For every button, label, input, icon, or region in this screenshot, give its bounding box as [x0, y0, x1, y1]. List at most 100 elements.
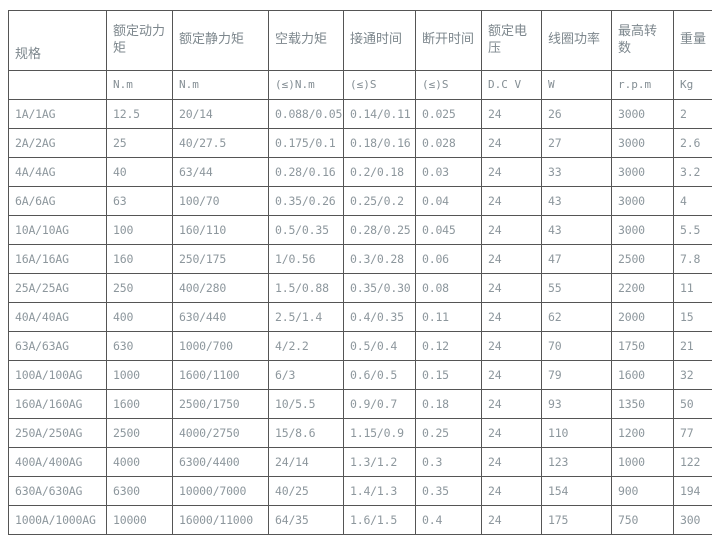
cell-rated-voltage: 24: [482, 332, 542, 361]
cell-release-time: 0.12: [416, 332, 482, 361]
cell-rated-static-torque: 630/440: [173, 303, 269, 332]
cell-release-time: 0.04: [416, 187, 482, 216]
cell-spec: 160A/160AG: [9, 390, 107, 419]
cell-weight: 2: [674, 100, 712, 129]
cell-coil-power: 47: [542, 245, 612, 274]
cell-max-speed: 1000: [612, 448, 674, 477]
cell-no-load-torque: 0.175/0.1: [269, 129, 344, 158]
cell-coil-power: 175: [542, 506, 612, 535]
cell-coil-power: 79: [542, 361, 612, 390]
cell-rated-dynamic-torque: 1600: [107, 390, 173, 419]
cell-max-speed: 750: [612, 506, 674, 535]
cell-max-speed: 3000: [612, 129, 674, 158]
table-header-row-names: 规格 额定动力矩 额定静力矩 空载力矩 接通时间 断开时间 额定电压 线圈功率 …: [9, 11, 712, 71]
cell-rated-static-torque: 400/280: [173, 274, 269, 303]
cell-rated-static-torque: 16000/11000: [173, 506, 269, 535]
specification-table: 规格 额定动力矩 额定静力矩 空载力矩 接通时间 断开时间 额定电压 线圈功率 …: [8, 10, 712, 535]
cell-max-speed: 3000: [612, 158, 674, 187]
cell-coil-power: 70: [542, 332, 612, 361]
cell-engage-time: 0.6/0.5: [344, 361, 416, 390]
cell-weight: 7.8: [674, 245, 712, 274]
cell-max-speed: 3000: [612, 187, 674, 216]
column-unit-max-speed: r.p.m: [612, 71, 674, 100]
cell-spec: 25A/25AG: [9, 274, 107, 303]
cell-release-time: 0.15: [416, 361, 482, 390]
cell-engage-time: 0.5/0.4: [344, 332, 416, 361]
cell-rated-voltage: 24: [482, 245, 542, 274]
cell-spec: 40A/40AG: [9, 303, 107, 332]
cell-coil-power: 33: [542, 158, 612, 187]
column-unit-weight: Kg: [674, 71, 712, 100]
specification-table-container: 规格 额定动力矩 额定静力矩 空载力矩 接通时间 断开时间 额定电压 线圈功率 …: [8, 10, 703, 535]
cell-rated-dynamic-torque: 1000: [107, 361, 173, 390]
cell-rated-voltage: 24: [482, 361, 542, 390]
column-unit-rated-dynamic-torque: N.m: [107, 71, 173, 100]
cell-release-time: 0.18: [416, 390, 482, 419]
cell-spec: 1A/1AG: [9, 100, 107, 129]
column-header-weight: 重量: [674, 11, 712, 71]
cell-rated-static-torque: 63/44: [173, 158, 269, 187]
column-header-rated-voltage: 额定电压: [482, 11, 542, 71]
cell-rated-voltage: 24: [482, 506, 542, 535]
cell-release-time: 0.045: [416, 216, 482, 245]
cell-max-speed: 2200: [612, 274, 674, 303]
cell-no-load-torque: 1/0.56: [269, 245, 344, 274]
cell-release-time: 0.025: [416, 100, 482, 129]
cell-rated-voltage: 24: [482, 187, 542, 216]
cell-spec: 10A/10AG: [9, 216, 107, 245]
cell-weight: 2.6: [674, 129, 712, 158]
cell-rated-static-torque: 1600/1100: [173, 361, 269, 390]
cell-weight: 300: [674, 506, 712, 535]
column-header-rated-static-torque: 额定静力矩: [173, 11, 269, 71]
table-header-row-units: N.m N.m (≤)N.m (≤)S (≤)S D.C V W r.p.m K…: [9, 71, 712, 100]
cell-weight: 50: [674, 390, 712, 419]
cell-engage-time: 0.25/0.2: [344, 187, 416, 216]
cell-weight: 11: [674, 274, 712, 303]
column-header-release-time: 断开时间: [416, 11, 482, 71]
column-unit-no-load-torque: (≤)N.m: [269, 71, 344, 100]
cell-max-speed: 2500: [612, 245, 674, 274]
cell-engage-time: 1.15/0.9: [344, 419, 416, 448]
cell-engage-time: 1.3/1.2: [344, 448, 416, 477]
cell-rated-dynamic-torque: 12.5: [107, 100, 173, 129]
cell-no-load-torque: 6/3: [269, 361, 344, 390]
cell-no-load-torque: 15/8.6: [269, 419, 344, 448]
cell-no-load-torque: 2.5/1.4: [269, 303, 344, 332]
cell-rated-static-torque: 6300/4400: [173, 448, 269, 477]
cell-rated-static-torque: 2500/1750: [173, 390, 269, 419]
cell-spec: 630A/630AG: [9, 477, 107, 506]
cell-rated-voltage: 24: [482, 158, 542, 187]
cell-engage-time: 0.28/0.25: [344, 216, 416, 245]
cell-rated-dynamic-torque: 250: [107, 274, 173, 303]
cell-weight: 4: [674, 187, 712, 216]
cell-weight: 77: [674, 419, 712, 448]
column-header-engage-time: 接通时间: [344, 11, 416, 71]
cell-spec: 1000A/1000AG: [9, 506, 107, 535]
cell-coil-power: 55: [542, 274, 612, 303]
cell-spec: 6A/6AG: [9, 187, 107, 216]
column-unit-release-time: (≤)S: [416, 71, 482, 100]
column-header-rated-dynamic-torque: 额定动力矩: [107, 11, 173, 71]
column-unit-coil-power: W: [542, 71, 612, 100]
cell-spec: 2A/2AG: [9, 129, 107, 158]
column-header-max-speed: 最高转数: [612, 11, 674, 71]
cell-release-time: 0.4: [416, 506, 482, 535]
cell-coil-power: 26: [542, 100, 612, 129]
cell-spec: 100A/100AG: [9, 361, 107, 390]
cell-rated-static-torque: 250/175: [173, 245, 269, 274]
cell-release-time: 0.25: [416, 419, 482, 448]
cell-rated-static-torque: 40/27.5: [173, 129, 269, 158]
cell-weight: 3.2: [674, 158, 712, 187]
